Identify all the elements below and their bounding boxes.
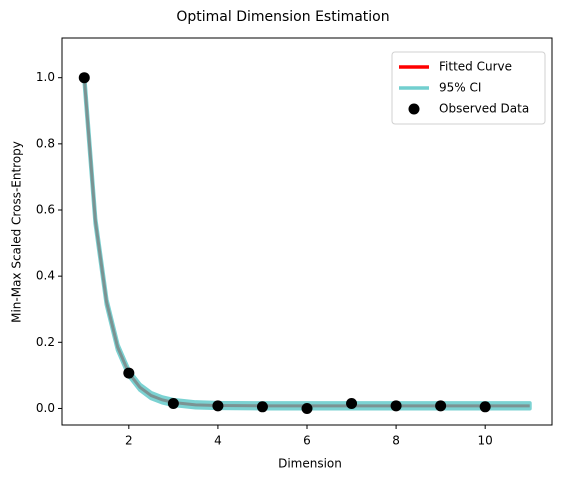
data-point <box>212 400 224 412</box>
y-axis-label: Min-Max Scaled Cross-Entropy <box>10 141 24 323</box>
y-tick-label: 0.2 <box>36 335 55 349</box>
x-tick-label: 6 <box>303 434 311 448</box>
legend-box <box>391 51 546 125</box>
y-tick-label: 0.4 <box>36 269 55 283</box>
ci-band <box>82 73 532 411</box>
y-tick-label: 0.8 <box>36 136 55 150</box>
x-tick-label: 8 <box>392 434 400 448</box>
legend-label: Observed Data <box>439 102 529 116</box>
data-point <box>256 401 268 413</box>
data-point <box>435 400 447 412</box>
y-tick-label: 0.0 <box>36 401 55 415</box>
x-tick-label: 2 <box>125 434 133 448</box>
fitted-curve <box>82 77 530 408</box>
x-tick-label: 10 <box>478 434 493 448</box>
data-point <box>479 401 491 413</box>
x-axis-label: Dimension <box>278 457 342 471</box>
legend-label: Fitted Curve <box>439 60 512 74</box>
y-tick-label: 0.6 <box>36 203 55 217</box>
chart-title: Optimal Dimension Estimation <box>176 9 389 25</box>
data-point <box>346 398 358 409</box>
data-point <box>167 398 179 409</box>
legend-label: 95% CI <box>439 81 481 95</box>
y-tick-label: 1.0 <box>36 70 55 84</box>
data-point <box>301 402 313 414</box>
data-point <box>123 367 135 379</box>
data-point <box>390 400 402 412</box>
x-tick-label: 4 <box>214 434 222 448</box>
legend-swatch <box>408 103 420 115</box>
plot-frame <box>61 37 553 426</box>
data-point <box>78 72 90 84</box>
